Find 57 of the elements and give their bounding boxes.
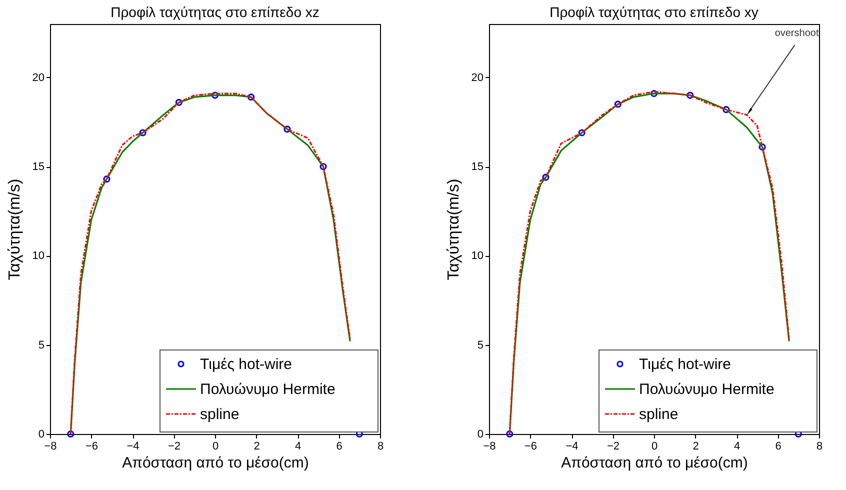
point xyxy=(320,163,327,170)
legend-label: Πολυώνυμο Hermite xyxy=(200,381,336,398)
y-tick-label: 15 xyxy=(471,161,484,174)
point xyxy=(506,430,514,438)
x-axis-title: Απόσταση από το μέσο(cm) xyxy=(122,454,309,472)
x-tick-label: 2 xyxy=(254,440,260,452)
point xyxy=(175,98,182,106)
x-tick-label: −2 xyxy=(606,440,620,452)
legend-label: Τιμές hot-wire xyxy=(639,356,732,373)
y-axis-title: Ταχύτητα(m/s) xyxy=(6,178,24,280)
point xyxy=(722,106,730,114)
legend-label: spline xyxy=(639,406,678,423)
y-tick-label: 10 xyxy=(471,250,484,262)
x-tick-label: 0 xyxy=(651,440,658,452)
x-tick-label: 8 xyxy=(816,440,823,452)
legend-label: Τιμές hot-wire xyxy=(200,356,292,373)
point xyxy=(248,94,255,101)
point xyxy=(139,129,146,136)
x-tick-label: −4 xyxy=(566,440,578,452)
x-tick-label: 6 xyxy=(336,440,342,452)
y-tick-label: 0 xyxy=(477,428,484,440)
chart-title: Προφίλ ταχύτητας στο επίπεδο xy xyxy=(550,4,758,20)
point xyxy=(67,430,74,438)
x-tick-label: −2 xyxy=(168,440,181,452)
x-tick-label: −8 xyxy=(483,440,496,452)
x-tick-label: 4 xyxy=(294,440,302,452)
y-tick-label: 20 xyxy=(471,72,484,84)
point xyxy=(284,126,291,133)
x-tick-label: −6 xyxy=(85,440,98,452)
y-tick-label: 10 xyxy=(32,250,44,262)
point xyxy=(542,174,550,181)
x-tick-label: 4 xyxy=(734,440,740,452)
annotation: overshoot xyxy=(774,28,819,39)
chart-title: Προφίλ ταχύτητας στο επίπεδο xz xyxy=(110,4,320,20)
y-tick-label: 0 xyxy=(38,428,44,440)
point xyxy=(686,92,694,99)
point xyxy=(578,129,586,136)
x-tick-label: −6 xyxy=(524,440,538,452)
point xyxy=(211,92,219,99)
y-tick-label: 5 xyxy=(38,339,44,352)
legend-label: Πολυώνυμο Hermite xyxy=(639,381,774,398)
legend-label: spline xyxy=(200,406,240,423)
x-tick-label: 8 xyxy=(377,440,384,452)
x-axis-title: Απόσταση από το μέσο(cm) xyxy=(561,454,748,472)
y-tick-label: 15 xyxy=(32,161,44,174)
x-tick-label: −8 xyxy=(44,440,57,452)
point xyxy=(758,143,766,151)
point xyxy=(614,100,622,108)
x-tick-label: 0 xyxy=(212,440,219,452)
x-tick-label: −4 xyxy=(126,440,140,452)
x-tick-label: 2 xyxy=(692,440,699,452)
y-tick-label: 20 xyxy=(32,72,44,84)
y-tick-label: 5 xyxy=(477,339,484,352)
point xyxy=(103,176,110,183)
x-tick-label: 6 xyxy=(775,440,782,452)
point xyxy=(650,90,658,98)
y-axis-title: Ταχύτητα(m/s) xyxy=(445,178,462,280)
